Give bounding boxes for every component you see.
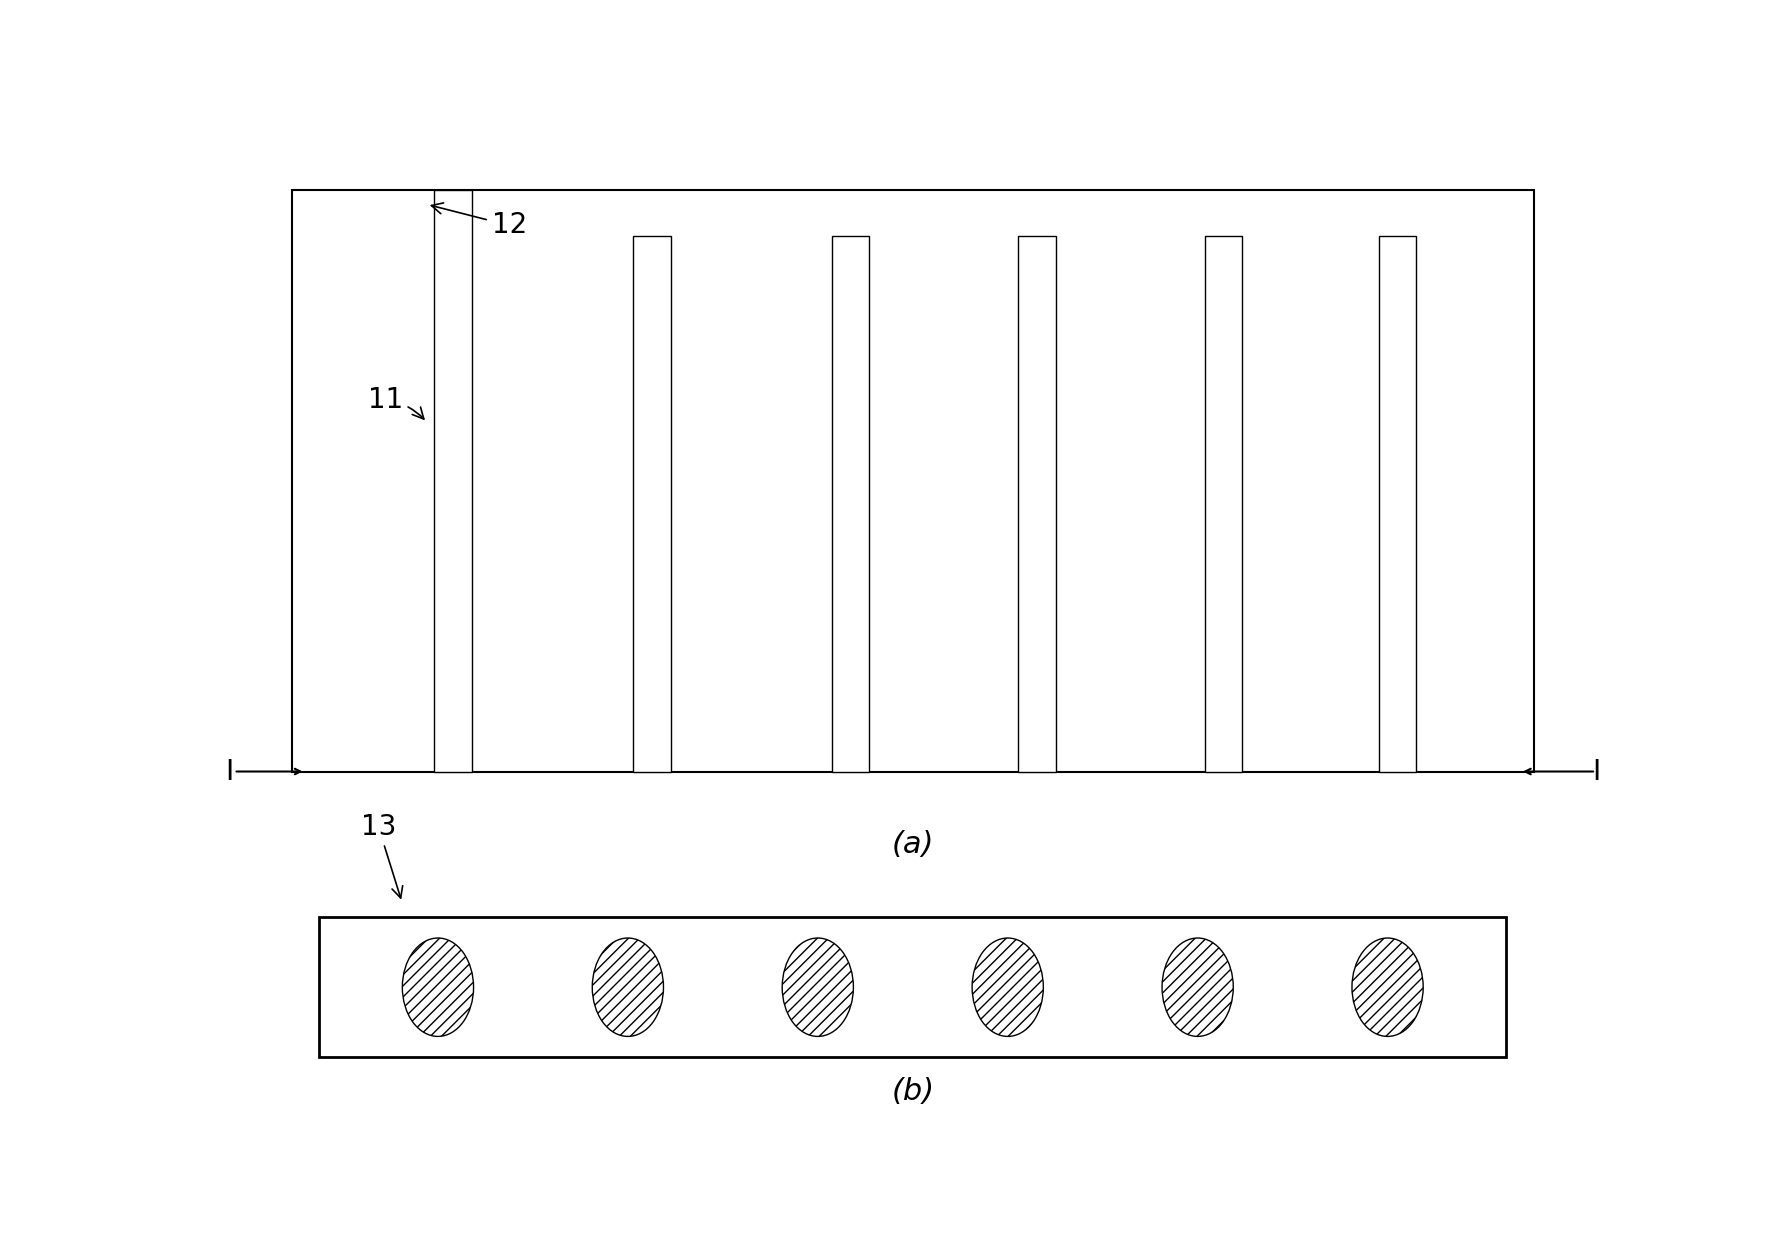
Bar [634,237,669,772]
Ellipse shape [972,938,1043,1036]
Text: 13: 13 [360,812,402,898]
Text: 11: 11 [367,387,424,419]
Ellipse shape [781,938,853,1036]
Bar [1378,237,1415,772]
Ellipse shape [1351,938,1422,1036]
Bar [831,237,869,772]
Ellipse shape [593,938,664,1036]
Bar [1018,237,1056,772]
Bar [292,190,1533,772]
Ellipse shape [402,938,473,1036]
Text: (b): (b) [890,1076,934,1105]
Text: I: I [226,758,233,786]
Text: (a): (a) [892,830,933,859]
Bar [319,917,1506,1058]
Text: I: I [1591,758,1598,786]
Bar [1203,237,1241,772]
Ellipse shape [1161,938,1232,1036]
Text: 12: 12 [431,203,527,239]
Bar [434,190,472,772]
